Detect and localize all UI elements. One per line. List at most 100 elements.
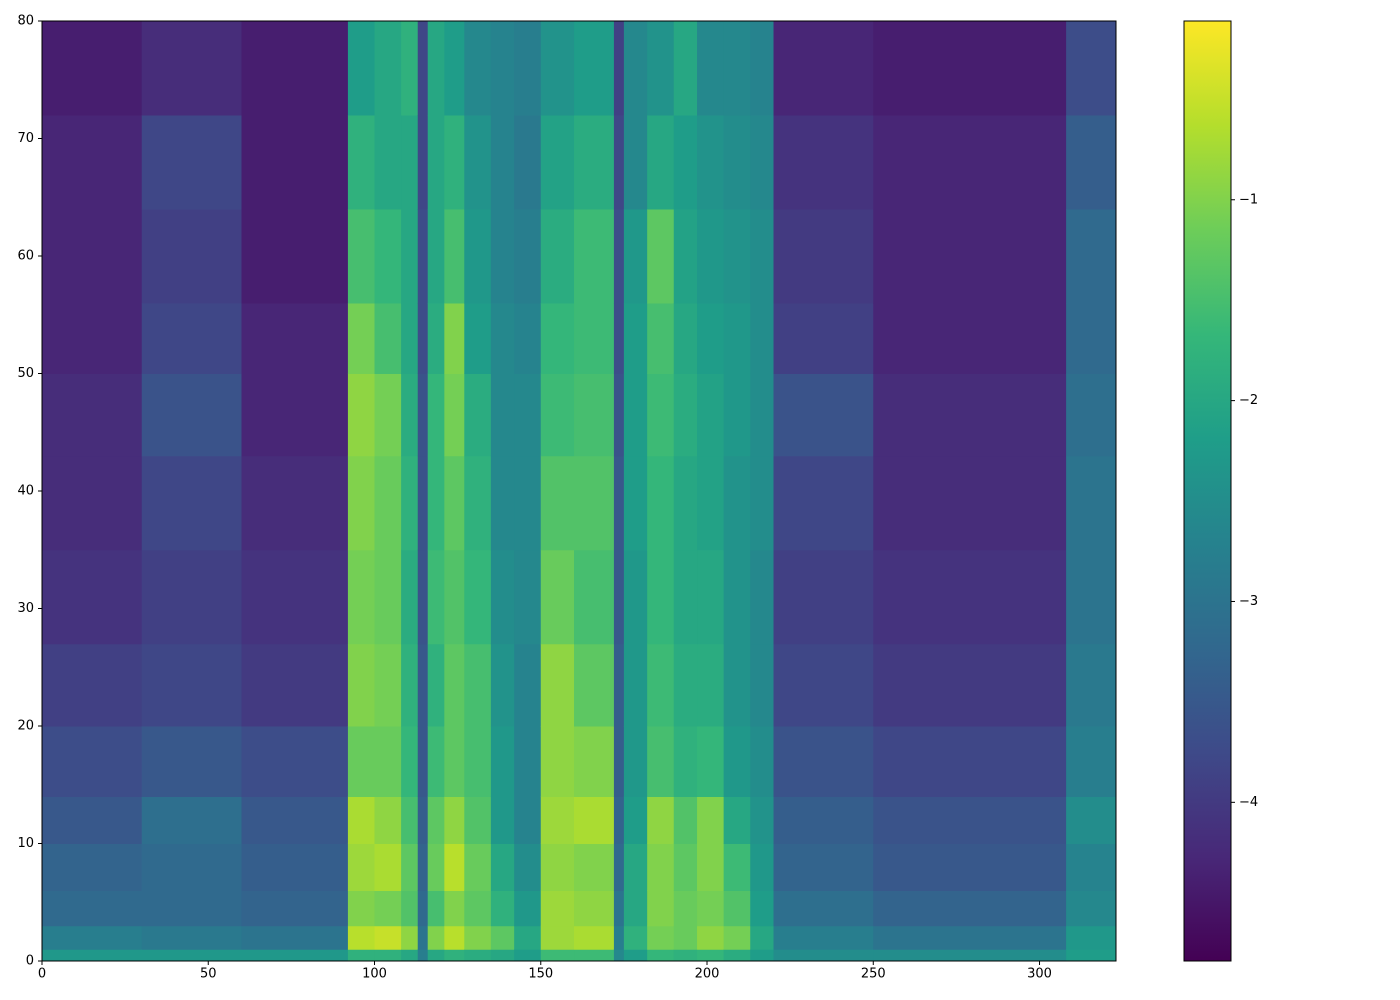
heatmap-cell	[647, 209, 675, 304]
heatmap-cell	[42, 115, 143, 210]
heatmap-cell	[241, 643, 349, 727]
heatmap-cell	[673, 373, 698, 457]
heatmap-cell	[417, 949, 429, 962]
heatmap-cell	[374, 21, 402, 116]
y-tick-label: 40	[17, 484, 34, 499]
heatmap-cell	[490, 21, 515, 116]
heatmap-cell	[427, 796, 445, 844]
heatmap-cell	[673, 726, 698, 797]
heatmap-cell	[241, 21, 349, 116]
heatmap-cell	[647, 796, 675, 844]
heatmap-cell	[490, 925, 515, 950]
heatmap-cell	[540, 843, 575, 891]
heatmap-cell	[673, 643, 698, 727]
heatmap-cell	[490, 455, 515, 551]
heatmap-cell	[574, 726, 615, 797]
heatmap-cell	[464, 925, 492, 950]
heatmap-cell	[574, 21, 615, 116]
heatmap-cell	[514, 726, 542, 797]
heatmap-cell	[374, 549, 402, 645]
heatmap-cell	[374, 843, 402, 891]
heatmap-cell	[574, 796, 615, 844]
heatmap-cell	[401, 925, 419, 950]
heatmap-cell	[540, 455, 575, 551]
heatmap-cell	[514, 373, 542, 457]
heatmap-cell	[427, 949, 445, 962]
heatmap-cell	[540, 643, 575, 727]
heatmap-cell	[347, 115, 376, 210]
heatmap-cell	[347, 455, 376, 551]
heatmap-cell	[347, 373, 376, 457]
y-tick-label: 0	[26, 954, 34, 969]
heatmap-cell	[647, 843, 675, 891]
heatmap-cell	[444, 209, 465, 304]
heatmap-cell	[673, 843, 698, 891]
heatmap-cell	[613, 925, 625, 950]
heatmap-cell	[623, 796, 648, 844]
heatmap-cell	[141, 209, 243, 304]
heatmap-cell	[697, 949, 725, 962]
heatmap-cell	[514, 796, 542, 844]
heatmap-cell	[417, 373, 429, 457]
heatmap-cell	[773, 373, 874, 457]
heatmap-cell	[673, 21, 698, 116]
heatmap-cell	[613, 373, 625, 457]
heatmap-cell	[773, 115, 874, 210]
heatmap-cell	[723, 726, 751, 797]
heatmap-cell	[697, 209, 725, 304]
heatmap-cell	[241, 373, 349, 457]
y-tick-label: 20	[17, 719, 34, 734]
heatmap-cell	[613, 643, 625, 727]
heatmap-cell	[347, 303, 376, 374]
heatmap-cell	[697, 21, 725, 116]
heatmap-cell	[427, 115, 445, 210]
heatmap-cell	[401, 209, 419, 304]
heatmap-cell	[773, 549, 874, 645]
heatmap-cell	[773, 949, 874, 962]
heatmap-cell	[873, 726, 1067, 797]
heatmap-cell	[723, 925, 751, 950]
heatmap-cell	[540, 925, 575, 950]
heatmap-cell	[873, 925, 1067, 950]
heatmap-cell	[613, 726, 625, 797]
heatmap-cell	[141, 373, 243, 457]
heatmap-cell	[347, 549, 376, 645]
heatmap-cell	[540, 726, 575, 797]
heatmap-cell	[623, 549, 648, 645]
heatmap-cell	[723, 796, 751, 844]
heatmap-cell	[623, 890, 648, 927]
heatmap-cell	[374, 796, 402, 844]
heatmap-cell	[427, 21, 445, 116]
heatmap-cell	[42, 890, 143, 927]
heatmap-cell	[401, 643, 419, 727]
heatmap-cell	[873, 949, 1067, 962]
y-tick-label: 60	[17, 249, 34, 264]
heatmap-cell	[417, 303, 429, 374]
heatmap-cell	[623, 209, 648, 304]
heatmap-cell	[647, 21, 675, 116]
heatmap-cell	[613, 21, 625, 116]
heatmap-cell	[613, 455, 625, 551]
heatmap-cell	[623, 726, 648, 797]
heatmap-cell	[697, 373, 725, 457]
heatmap-cell	[540, 549, 575, 645]
heatmap-cell	[773, 726, 874, 797]
heatmap-cell	[514, 209, 542, 304]
heatmap-cell	[673, 115, 698, 210]
heatmap-cell	[1066, 726, 1117, 797]
heatmap-cell	[417, 643, 429, 727]
x-tick-label: 150	[528, 967, 553, 982]
heatmap-cell	[374, 949, 402, 962]
heatmap-cell	[464, 373, 492, 457]
heatmap-cell	[374, 373, 402, 457]
heatmap-cell	[574, 115, 615, 210]
heatmap-cell	[873, 549, 1067, 645]
heatmap-cell	[574, 925, 615, 950]
heatmap-cell	[723, 643, 751, 727]
heatmap-cell	[141, 303, 243, 374]
heatmap-cell	[490, 949, 515, 962]
heatmap-cell	[401, 21, 419, 116]
heatmap-cell	[1066, 455, 1117, 551]
heatmap-cell	[417, 21, 429, 116]
heatmap-cell	[773, 209, 874, 304]
